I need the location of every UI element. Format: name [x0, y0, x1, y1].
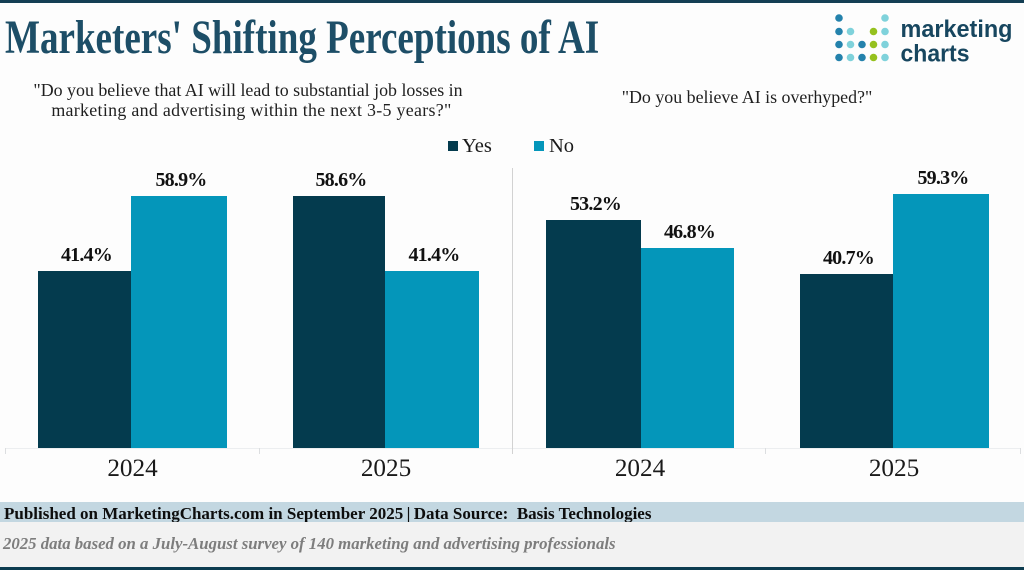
svg-text:marketing: marketing: [900, 16, 1012, 43]
svg-text:charts: charts: [900, 41, 969, 68]
